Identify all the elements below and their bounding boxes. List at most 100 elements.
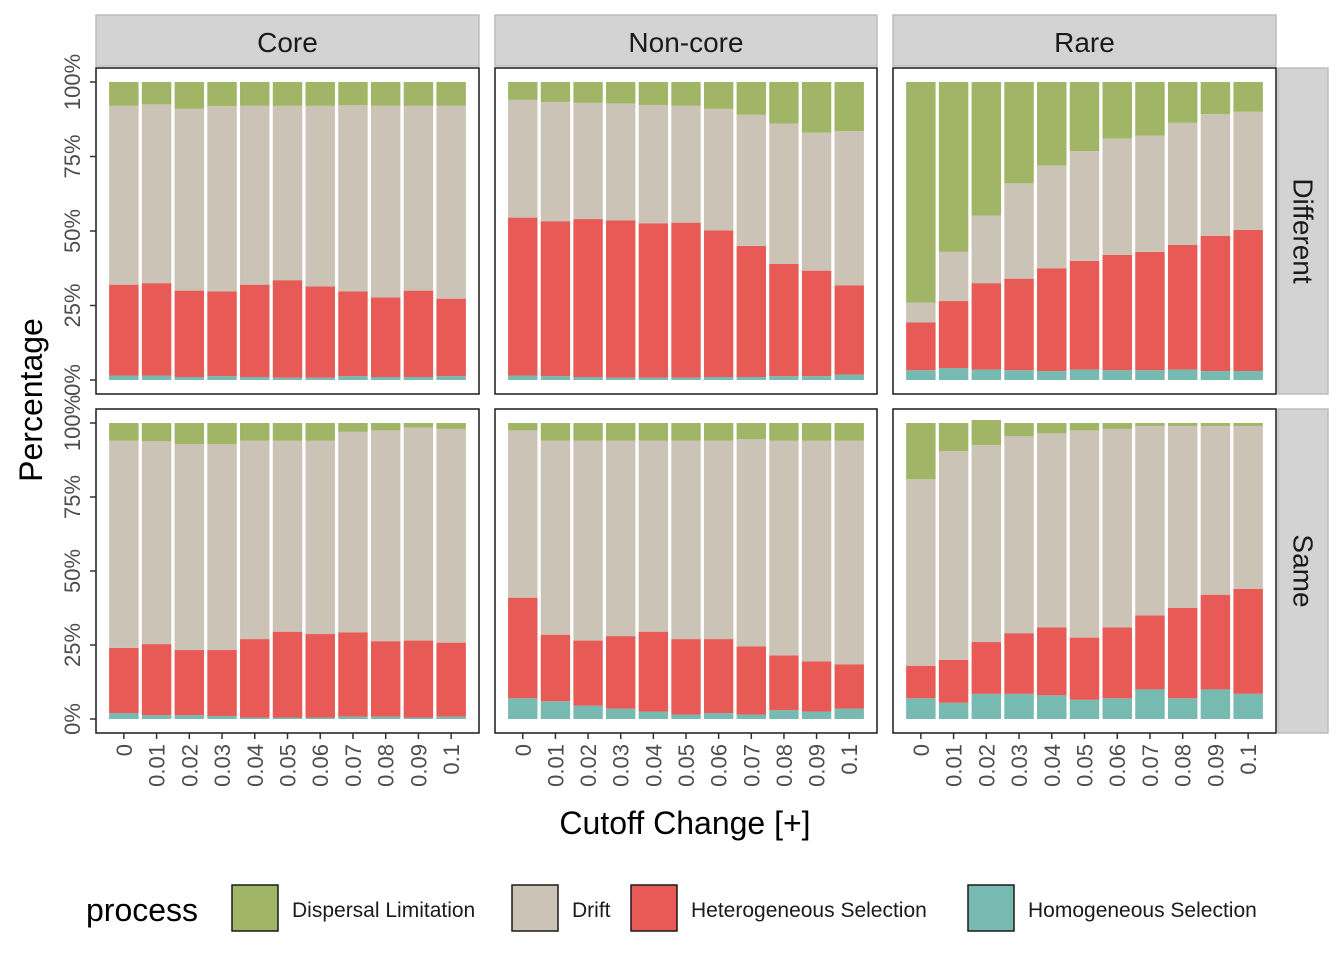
bar-segment-homogeneous-selection	[403, 717, 434, 719]
bar-segment-dispersal-limitation	[671, 82, 701, 106]
bar-segment-drift	[403, 105, 434, 291]
bar-segment-homogeneous-selection	[801, 711, 832, 719]
bar-segment-drift	[736, 439, 766, 647]
bar-segment-heterogeneous-selection	[1233, 229, 1263, 372]
bar-segment-drift	[207, 444, 237, 651]
panel-core-different	[95, 67, 480, 395]
facet-strips: Core Non-core Rare Different Same	[95, 14, 1329, 734]
x-tick-label: 0.08	[772, 744, 797, 787]
bar-segment-heterogeneous-selection	[508, 217, 538, 376]
bar-segment-homogeneous-selection	[1233, 693, 1263, 719]
bar-segment-dispersal-limitation	[834, 423, 864, 441]
bar-segment-dispersal-limitation	[1200, 82, 1231, 115]
bar-segment-homogeneous-selection	[305, 717, 335, 719]
bar-segment-heterogeneous-selection	[573, 219, 603, 378]
bar-segment-drift	[573, 102, 603, 220]
bar-segment-heterogeneous-selection	[1069, 637, 1100, 700]
bar-segment-heterogeneous-selection	[174, 290, 205, 378]
bar-segment-homogeneous-selection	[403, 377, 434, 380]
bar-segment-drift	[540, 101, 571, 222]
bar-segment-homogeneous-selection	[508, 698, 538, 719]
bar-segment-heterogeneous-selection	[606, 220, 636, 378]
x-tick-label: 0.06	[1105, 744, 1130, 787]
bar-segment-heterogeneous-selection	[1200, 235, 1231, 372]
bar-segment-heterogeneous-selection	[370, 641, 401, 717]
bar-segment-drift	[801, 440, 832, 662]
bar-segment-homogeneous-selection	[1167, 698, 1198, 719]
x-tick-label: 0.09	[1203, 744, 1228, 787]
bar-segment-dispersal-limitation	[1167, 82, 1198, 123]
bar-segment-homogeneous-selection	[834, 374, 864, 380]
bar-segment-homogeneous-selection	[272, 377, 303, 380]
bar-segment-heterogeneous-selection	[305, 634, 335, 718]
strip-label-non-core: Non-core	[628, 27, 743, 58]
bar-segment-heterogeneous-selection	[141, 283, 172, 376]
bar-segment-dispersal-limitation	[240, 423, 270, 441]
strip-different	[1277, 67, 1329, 395]
bar-segment-heterogeneous-selection	[769, 655, 799, 711]
bar-segment-heterogeneous-selection	[736, 245, 766, 378]
bar-segment-drift	[109, 440, 139, 648]
bar-segment-dispersal-limitation	[1135, 423, 1165, 426]
bar-segment-drift	[1004, 183, 1034, 279]
bar-segment-drift	[1069, 430, 1100, 638]
bar-segment-dispersal-limitation	[207, 82, 237, 107]
x-tick-label: 0	[112, 744, 137, 756]
bar-segment-homogeneous-selection	[971, 693, 1002, 719]
bar-segment-dispersal-limitation	[769, 82, 799, 124]
legend-key-homogeneous-selection	[967, 884, 1015, 932]
panel-border	[494, 67, 878, 395]
x-tick-label: 0.05	[1073, 744, 1098, 787]
bar-segment-drift	[906, 479, 936, 666]
bar-segment-drift	[1167, 425, 1198, 608]
bar-segment-drift	[1037, 165, 1067, 269]
bar-segment-drift	[736, 114, 766, 246]
bar-segment-homogeneous-selection	[1102, 370, 1132, 380]
bar-segment-heterogeneous-selection	[1102, 254, 1132, 371]
bar-segment-heterogeneous-selection	[801, 270, 832, 377]
legend-label-drift: Drift	[572, 899, 611, 922]
bar-segment-heterogeneous-selection	[606, 636, 636, 709]
bar-segment-dispersal-limitation	[540, 423, 571, 441]
bar-segment-homogeneous-selection	[338, 376, 368, 380]
bar-segment-heterogeneous-selection	[638, 631, 669, 712]
x-tick-label: 0.03	[609, 744, 634, 787]
bar-segment-heterogeneous-selection	[1037, 268, 1067, 372]
panel-rare-same	[892, 408, 1277, 734]
bar-segment-heterogeneous-selection	[109, 284, 139, 376]
bar-segment-drift	[141, 104, 172, 284]
bar-segment-homogeneous-selection	[508, 375, 538, 380]
bar-segment-dispersal-limitation	[403, 423, 434, 428]
bar-segment-dispersal-limitation	[272, 423, 303, 441]
bar-segment-heterogeneous-selection	[403, 290, 434, 378]
legend-key-heterogeneous-selection	[630, 884, 678, 932]
bar-segment-dispersal-limitation	[1004, 423, 1034, 437]
bar-segment-dispersal-limitation	[1004, 82, 1034, 184]
bar-segment-dispersal-limitation	[703, 82, 734, 109]
bar-segment-drift	[403, 427, 434, 641]
bar-segment-heterogeneous-selection	[1167, 245, 1198, 370]
x-tick-label: 0.07	[1138, 744, 1163, 787]
bar-segment-heterogeneous-selection	[971, 283, 1002, 370]
bar-segment-drift	[1200, 114, 1231, 236]
legend-key-drift	[511, 884, 559, 932]
bar-segment-drift	[671, 440, 701, 640]
bar-segment-heterogeneous-selection	[338, 291, 368, 377]
x-tick-label: 0.07	[341, 744, 366, 787]
x-tick-label: 0.03	[1007, 744, 1032, 787]
bar-segment-homogeneous-selection	[1037, 695, 1067, 719]
strip-core	[95, 14, 480, 67]
bar-segment-homogeneous-selection	[703, 377, 734, 380]
bar-segment-homogeneous-selection	[834, 708, 864, 719]
bar-segment-heterogeneous-selection	[272, 280, 303, 378]
bar-segment-dispersal-limitation	[1037, 423, 1067, 434]
bar-segment-homogeneous-selection	[338, 716, 368, 719]
bar-segment-heterogeneous-selection	[1037, 627, 1067, 696]
bar-segment-heterogeneous-selection	[338, 632, 368, 717]
bar-segment-drift	[971, 215, 1002, 284]
bar-segment-heterogeneous-selection	[436, 642, 466, 717]
y-tick-label: 100%	[60, 395, 85, 451]
bar-segment-heterogeneous-selection	[174, 650, 205, 716]
bar-segment-homogeneous-selection	[174, 715, 205, 719]
bar-segment-heterogeneous-selection	[906, 665, 936, 699]
